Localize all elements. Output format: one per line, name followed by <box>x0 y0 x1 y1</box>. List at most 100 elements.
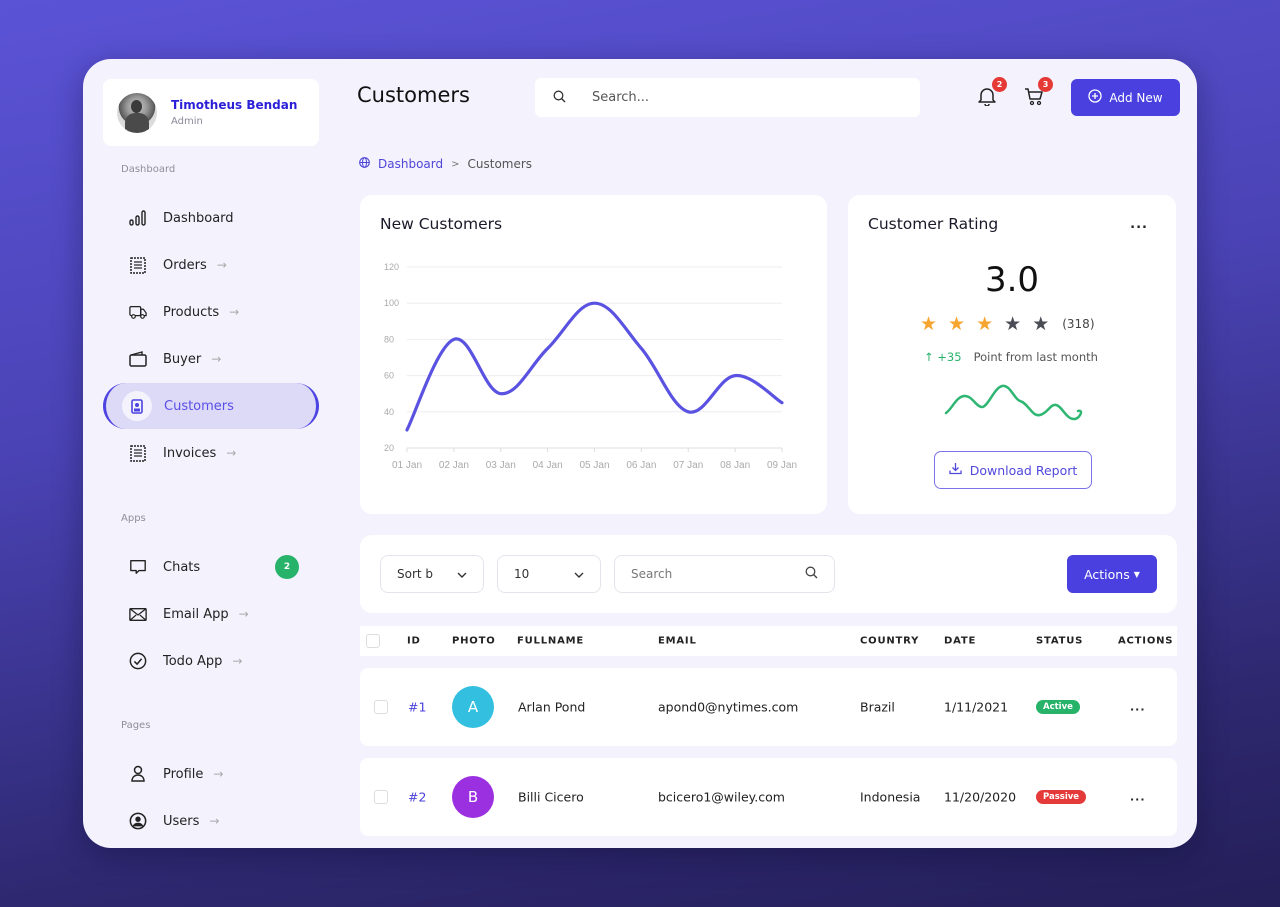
sidebar-item-todo-app[interactable]: Todo App → <box>103 638 319 684</box>
section-label-apps: Apps <box>121 513 146 524</box>
sidebar-item-label: Dashboard <box>163 210 234 226</box>
star-filled-icon: ★ <box>920 313 938 335</box>
sidebar-item-buyer[interactable]: Buyer → <box>103 336 319 382</box>
sidebar-item-label: Invoices <box>163 445 217 461</box>
cart-button[interactable]: 3 <box>1024 77 1053 110</box>
svg-text:09 Jan: 09 Jan <box>767 460 797 471</box>
svg-text:03 Jan: 03 Jan <box>486 460 516 471</box>
chevron-down-icon <box>574 567 584 581</box>
sidebar-item-dashboard[interactable]: Dashboard <box>103 195 319 241</box>
table-row[interactable]: #2 B Billi Cicero bcicero1@wiley.com Ind… <box>360 758 1177 836</box>
actions-dropdown-button[interactable]: Actions ▼ <box>1067 555 1157 593</box>
table-search-input[interactable]: Search <box>614 555 835 593</box>
add-new-label: Add New <box>1109 90 1163 105</box>
rating-trend: ↑ +35 Point from last month <box>924 350 1098 364</box>
sidebar-item-orders[interactable]: Orders → <box>103 242 319 288</box>
trend-value: +35 <box>937 350 962 364</box>
arrow-right-icon: → <box>238 607 249 621</box>
svg-text:01 Jan: 01 Jan <box>392 460 422 471</box>
globe-icon <box>359 157 370 171</box>
sidebar-item-invoices[interactable]: Invoices → <box>103 430 319 476</box>
row-actions-menu[interactable]: ... <box>1130 790 1146 804</box>
row-id[interactable]: #1 <box>408 699 427 715</box>
row-country: Indonesia <box>860 789 921 805</box>
row-id[interactable]: #2 <box>408 789 427 805</box>
table-search-placeholder: Search <box>631 567 673 581</box>
column-header-status[interactable]: STATUS <box>1036 635 1084 647</box>
app-window: Timotheus Bendan Admin Dashboard Dashboa… <box>83 59 1197 848</box>
global-search-input[interactable]: Search... <box>535 78 920 117</box>
notifications-count-badge: 2 <box>992 77 1007 92</box>
arrow-up-icon: ↑ <box>924 350 934 364</box>
notifications-button[interactable]: 2 <box>978 77 1007 110</box>
column-header-id[interactable]: ID <box>407 635 421 647</box>
rating-stars: ★ ★ ★ ★ ★ (318) <box>920 313 1095 335</box>
rating-menu-button[interactable]: ... <box>1130 217 1148 232</box>
bell-icon <box>978 88 996 110</box>
cart-icon <box>1024 88 1044 110</box>
plus-circle-icon <box>1088 89 1103 106</box>
breadcrumb-dashboard-link[interactable]: Dashboard <box>378 157 444 171</box>
sidebar-item-email-app[interactable]: Email App → <box>103 591 319 637</box>
download-report-label: Download Report <box>969 462 1078 478</box>
arrow-right-icon: → <box>226 446 237 460</box>
svg-text:05 Jan: 05 Jan <box>579 460 609 471</box>
add-new-button[interactable]: Add New <box>1071 79 1180 116</box>
search-icon <box>553 88 566 107</box>
sidebar-item-chats[interactable]: Chats 2 <box>103 544 319 590</box>
row-checkbox[interactable] <box>374 700 388 714</box>
breadcrumb: Dashboard > Customers <box>359 157 532 171</box>
arrow-right-icon: → <box>229 305 240 319</box>
sidebar: Timotheus Bendan Admin Dashboard Dashboa… <box>83 59 333 848</box>
page-size-value: 10 <box>514 567 530 581</box>
user-profile-card[interactable]: Timotheus Bendan Admin <box>103 79 319 146</box>
svg-text:02 Jan: 02 Jan <box>439 460 469 471</box>
caret-down-icon: ▼ <box>1133 569 1140 579</box>
new-customers-line-chart: 120 100 80 60 40 20 01 Jan 02 Jan 03 Jan 04 Jan 05… <box>384 262 797 471</box>
id-badge-icon <box>122 391 152 421</box>
svg-text:04 Jan: 04 Jan <box>533 460 563 471</box>
sidebar-item-profile[interactable]: Profile → <box>103 751 319 797</box>
svg-text:100: 100 <box>384 298 399 308</box>
sidebar-item-customers[interactable]: Customers <box>103 383 319 429</box>
search-placeholder: Search... <box>592 90 650 105</box>
row-fullname: Billi Cicero <box>518 789 584 805</box>
page-size-select[interactable]: 10 <box>497 555 601 593</box>
svg-text:80: 80 <box>384 334 394 344</box>
column-header-actions: ACTIONS <box>1118 635 1174 647</box>
column-header-country[interactable]: COUNTRY <box>860 635 920 647</box>
select-all-checkbox[interactable] <box>366 634 380 648</box>
download-report-button[interactable]: Download Report <box>934 451 1092 489</box>
sort-by-select[interactable]: Sort b <box>380 555 484 593</box>
sidebar-item-users[interactable]: Users → <box>103 798 319 844</box>
check-circle-icon <box>129 652 147 670</box>
star-filled-icon: ★ <box>976 313 994 335</box>
star-empty-icon: ★ <box>1004 313 1022 335</box>
sidebar-item-products[interactable]: Products → <box>103 289 319 335</box>
column-header-fullname[interactable]: FULLNAME <box>517 635 584 647</box>
table-row[interactable]: #1 A Arlan Pond apond0@nytimes.com Brazi… <box>360 668 1177 746</box>
user-circle-icon <box>129 812 147 830</box>
row-date: 1/11/2021 <box>944 699 1009 715</box>
row-actions-menu[interactable]: ... <box>1130 700 1146 714</box>
customer-rating-card: Customer Rating ... 3.0 ★ ★ ★ ★ ★ (318) … <box>848 195 1176 514</box>
wallet-icon <box>129 350 147 368</box>
row-avatar: A <box>452 686 494 728</box>
sort-by-value: Sort b <box>397 567 434 581</box>
user-icon <box>129 765 147 783</box>
breadcrumb-separator: > <box>451 158 460 170</box>
svg-text:120: 120 <box>384 262 399 272</box>
main-content: Customers Search... 2 3 Add New Dashboar… <box>357 59 1197 848</box>
column-header-date[interactable]: DATE <box>944 635 977 647</box>
star-empty-icon: ★ <box>1032 313 1050 335</box>
column-header-email[interactable]: EMAIL <box>658 635 697 647</box>
column-header-photo[interactable]: PHOTO <box>452 635 496 647</box>
arrow-right-icon: → <box>213 767 224 781</box>
chat-icon <box>129 558 147 576</box>
truck-icon <box>129 303 147 321</box>
row-checkbox[interactable] <box>374 790 388 804</box>
row-country: Brazil <box>860 699 895 715</box>
rating-count: (318) <box>1062 317 1095 331</box>
search-icon <box>805 566 818 582</box>
invoice-icon <box>129 444 147 462</box>
